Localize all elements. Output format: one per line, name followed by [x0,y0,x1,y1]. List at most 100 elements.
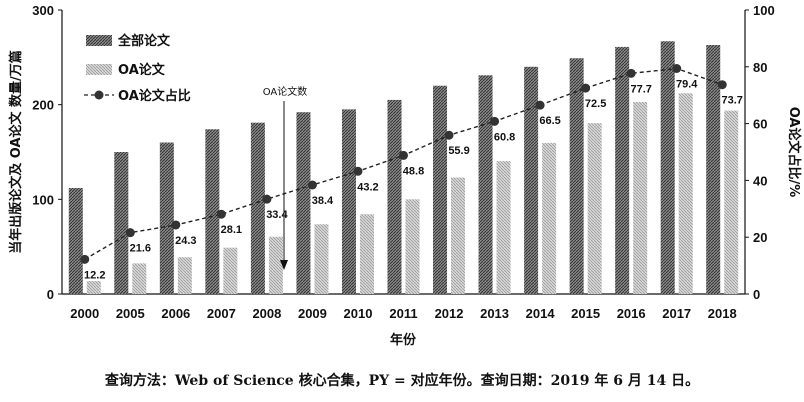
annotation-arrowhead [280,260,288,270]
bar-oa-2010 [359,214,374,294]
bar-all-2006 [159,142,174,294]
bar-oa-2000 [86,281,101,294]
bar-all-2007 [205,129,220,294]
ratio-point-2011 [399,150,408,160]
bars [68,41,739,295]
legend-label-all: 全部论文 [117,33,171,49]
legend: 全部论文 OA论文 OA论文占比 [84,33,191,104]
x-tick-label: 2014 [526,306,556,321]
legend-swatch-all [86,35,112,46]
axes [61,10,746,295]
y-tick-left-label: 100 [32,192,54,207]
bar-all-2011 [387,99,402,294]
ratio-line-layer [80,64,727,264]
x-tick-label: 2011 [389,306,417,321]
bar-all-2012 [433,85,448,294]
x-tick-label: 2010 [344,306,373,321]
data-label: 24.3 [175,235,196,247]
bar-oa-2013 [496,161,511,294]
bar-oa-2017 [678,93,693,294]
data-label: 79.4 [676,79,698,91]
data-label: 77.7 [630,83,651,95]
y-tick-left-label: 0 [47,287,54,302]
y-tick-left-label: 300 [32,3,54,18]
y-axis-label-right: OA论文占比/% [786,107,802,198]
legend-label-oa: OA论文 [118,62,166,78]
x-tick-label: 2017 [662,306,691,321]
ratio-point-2018 [717,80,727,90]
ratio-point-2006 [171,220,181,230]
ratio-point-2009 [307,180,317,190]
data-labels: 12.2 21.6 24.3 28.1 33.4 38.4 43.2 48.8 55.9 60.8… [84,79,743,282]
y-ticks-left: 0 100 200 300 [32,3,62,302]
bar-all-2014 [524,66,539,294]
data-label: 66.5 [539,115,560,127]
data-label: 38.4 [312,195,334,207]
x-axis-label: 年份 [390,332,417,348]
bar-oa-2012 [451,177,466,294]
y-tick-right-label: 20 [753,230,767,245]
ratio-point-2017 [672,64,682,74]
bar-oa-2008 [268,236,283,294]
data-label: 21.6 [130,243,151,255]
annotation: OA论文数 [263,85,308,270]
bar-all-2013 [478,75,493,294]
legend-swatch-oa [86,64,112,75]
ratio-point-2016 [626,68,636,78]
bar-oa-2006 [177,257,192,294]
caption: 查询方法：Web of Science 核心合集，PY = 对应年份。查询日期：… [104,373,700,389]
data-label: 55.9 [448,145,469,157]
y-tick-right-label: 40 [753,173,767,188]
data-label: 33.4 [266,209,288,221]
data-label: 60.8 [494,131,515,143]
legend-swatch-ratio-marker [94,90,104,100]
data-label: 43.2 [357,181,378,193]
x-tick-label: 2005 [116,306,145,321]
ratio-point-2007 [216,209,226,219]
x-tick-label: 2007 [207,306,236,321]
bar-all-2000 [68,187,83,294]
y-tick-right-label: 60 [753,117,767,132]
chart: 0 100 200 300 0 20 40 60 80 100 12.2 21.6 24.3 28.1… [8,3,802,348]
ratio-point-2013 [490,116,500,126]
x-tick-label: 2015 [571,306,600,321]
bar-oa-2009 [314,224,329,294]
ratio-point-2010 [353,166,363,176]
y-axis-label-left: 当年出版论文及 OA论文 数量/万篇 [8,50,24,254]
bar-all-2016 [615,46,630,294]
x-tick-label: 2008 [252,306,281,321]
bar-all-2008 [250,122,265,294]
x-tick-label: 2016 [617,306,646,321]
data-label: 73.7 [722,95,743,107]
y-tick-right-label: 100 [753,3,775,18]
y-tick-left-label: 200 [32,98,54,113]
x-tick-label: 2006 [161,306,190,321]
x-ticks: 2000 2005 2006 2007 2008 2009 2010 2011 2012 2013… [70,306,736,321]
bar-all-2018 [706,45,721,294]
y-ticks-right: 0 20 40 60 80 100 [745,3,775,302]
bar-oa-2011 [405,199,420,294]
bar-oa-2007 [223,247,238,294]
bar-all-2010 [341,109,356,295]
bar-oa-2014 [542,142,557,294]
ratio-point-2012 [444,130,454,140]
bar-all-2005 [114,152,129,294]
y-tick-right-label: 80 [753,60,767,75]
bar-all-2009 [296,112,311,295]
bar-all-2017 [660,41,675,294]
ratio-point-2014 [535,100,545,110]
ratio-point-2005 [125,228,135,238]
x-tick-label: 2000 [70,306,99,321]
legend-label-ratio: OA论文占比 [118,88,191,104]
y-tick-right-label: 0 [753,287,760,302]
data-label: 12.2 [84,269,105,281]
data-label: 72.5 [585,98,606,110]
ratio-point-2015 [581,83,591,93]
x-tick-label: 2009 [298,306,327,321]
ratio-point-2008 [262,194,272,204]
annotation-label: OA论文数 [263,85,308,98]
bar-oa-2016 [633,102,648,295]
bar-all-2015 [569,58,584,294]
bar-oa-2005 [132,263,147,294]
data-label: 28.1 [221,224,242,236]
